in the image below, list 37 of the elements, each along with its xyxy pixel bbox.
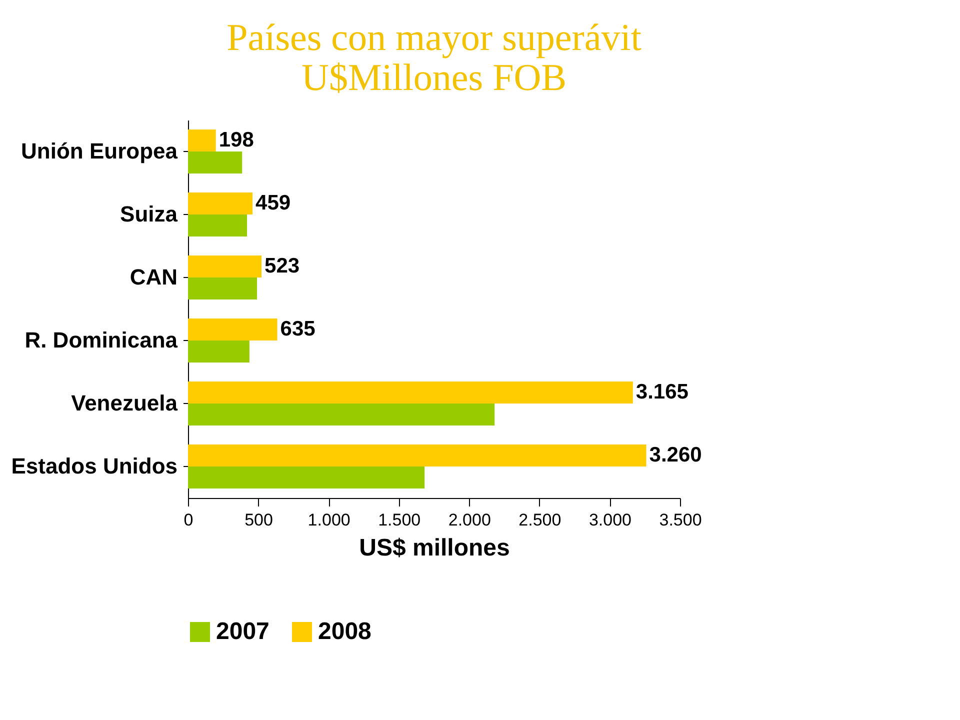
chart-title: Países con mayor superávit	[226, 17, 642, 59]
data-label: 523	[264, 254, 300, 278]
bar	[188, 255, 262, 278]
bar	[188, 192, 253, 214]
data-label: 198	[218, 128, 254, 152]
x-tick-label: 2.000	[448, 510, 491, 530]
bar	[188, 129, 216, 152]
bar	[188, 444, 646, 466]
x-tick-label: 3.000	[588, 510, 632, 530]
x-tick-label: 3.500	[659, 510, 702, 530]
legend-label: 2008	[318, 618, 372, 645]
x-tick-label: 2.500	[518, 510, 562, 530]
x-tick-label: 0	[184, 510, 194, 530]
bar	[188, 214, 248, 237]
x-tick-label: 1.000	[308, 510, 350, 530]
y-tick-label: Suiza	[120, 202, 178, 226]
data-label: 3.165	[636, 380, 689, 404]
y-tick-label: Unión Europea	[21, 138, 178, 164]
chart-subtitle: U$Millones FOB	[302, 57, 566, 99]
bar	[188, 404, 495, 426]
y-tick-label: CAN	[130, 264, 178, 290]
x-axis-title: US$ millones	[359, 534, 510, 562]
legend-label: 2007	[216, 618, 270, 645]
bar	[188, 278, 258, 300]
y-tick-label: Venezuela	[71, 390, 178, 416]
y-tick-label: Estados Unidos	[11, 454, 178, 478]
bar	[188, 466, 425, 489]
data-label: 635	[280, 317, 316, 340]
bar	[188, 340, 250, 363]
bar	[188, 381, 633, 404]
data-label: 459	[256, 191, 291, 214]
x-tick-label: 500	[244, 510, 273, 530]
bar	[188, 318, 278, 340]
y-tick-label: R. Dominicana	[24, 328, 178, 352]
bar	[188, 152, 242, 174]
x-tick-label: 1.500	[378, 510, 421, 530]
data-label: 3.260	[649, 443, 702, 466]
